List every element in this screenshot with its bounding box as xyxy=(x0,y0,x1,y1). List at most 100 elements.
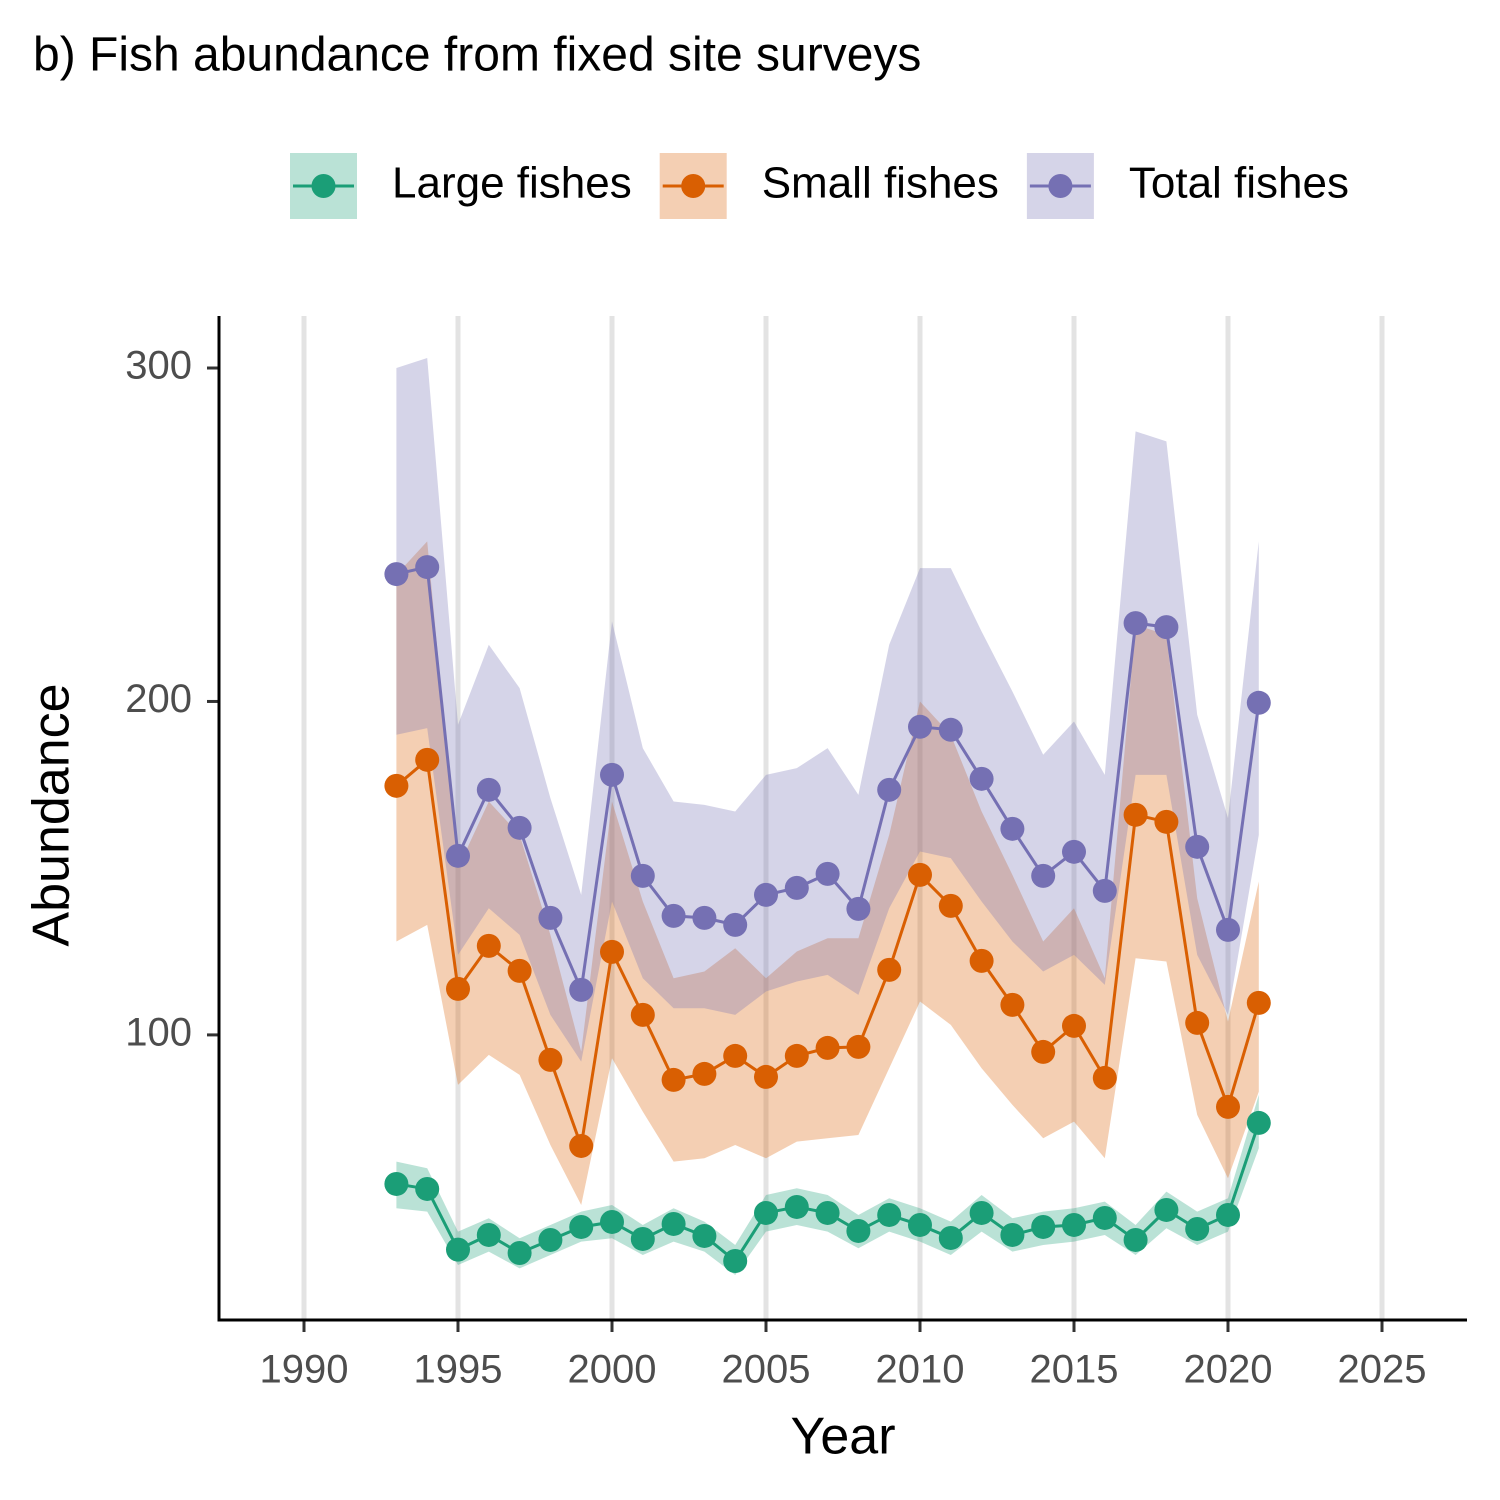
data-point xyxy=(1185,1010,1210,1035)
data-point xyxy=(907,714,932,739)
data-point xyxy=(877,1202,902,1227)
data-point xyxy=(476,1222,501,1247)
data-point xyxy=(507,815,532,840)
data-point xyxy=(938,1225,963,1250)
data-point xyxy=(877,957,902,982)
data-point xyxy=(415,555,440,580)
data-point xyxy=(1123,611,1148,636)
legend-label: Total fishes xyxy=(1129,159,1349,208)
data-point xyxy=(907,862,932,887)
legend-item: Small fishes xyxy=(659,153,999,219)
x-tick-label: 2000 xyxy=(568,1348,657,1392)
data-point xyxy=(1061,1013,1086,1038)
data-point xyxy=(846,1034,871,1059)
data-point xyxy=(754,1200,779,1225)
data-point xyxy=(754,882,779,907)
legend-label: Large fishes xyxy=(392,159,632,208)
data-point xyxy=(815,861,840,886)
data-point xyxy=(1000,992,1025,1017)
data-point xyxy=(1185,834,1210,859)
data-point xyxy=(1154,1197,1179,1222)
x-tick-label: 2015 xyxy=(1030,1348,1119,1392)
y-axis-label: Abundance xyxy=(23,683,81,946)
data-point xyxy=(938,893,963,918)
data-point xyxy=(1246,690,1271,715)
data-point xyxy=(723,1043,748,1068)
data-point xyxy=(1215,1094,1240,1119)
data-point xyxy=(600,762,625,787)
data-point xyxy=(1061,1212,1086,1237)
data-point xyxy=(1185,1216,1210,1241)
data-point xyxy=(846,1218,871,1243)
data-point xyxy=(815,1035,840,1060)
y-tick-label: 100 xyxy=(125,1010,192,1054)
data-point xyxy=(1092,1065,1117,1090)
data-point xyxy=(754,1064,779,1089)
data-point xyxy=(815,1200,840,1225)
legend-key-point xyxy=(681,174,706,198)
data-point xyxy=(630,1002,655,1027)
data-point xyxy=(446,1237,471,1262)
data-point xyxy=(1031,1214,1056,1239)
ribbon xyxy=(396,541,1259,1205)
legend-label: Small fishes xyxy=(762,159,999,208)
data-point xyxy=(384,562,409,587)
data-point xyxy=(1123,1227,1148,1252)
data-point xyxy=(661,1211,686,1236)
data-point xyxy=(784,1043,809,1068)
data-point xyxy=(1123,802,1148,827)
data-point xyxy=(538,905,563,930)
data-point xyxy=(692,1223,717,1248)
data-point xyxy=(1031,1039,1056,1064)
data-point xyxy=(600,939,625,964)
data-point xyxy=(415,747,440,772)
data-point xyxy=(1000,1222,1025,1247)
x-tick-label: 1995 xyxy=(414,1348,503,1392)
y-tick-label: 300 xyxy=(125,344,192,388)
data-point xyxy=(692,905,717,930)
data-point xyxy=(661,903,686,928)
legend-item: Large fishes xyxy=(290,153,632,219)
x-tick-label: 2005 xyxy=(722,1348,811,1392)
legend-item: Total fishes xyxy=(1026,153,1349,219)
data-point xyxy=(877,777,902,802)
data-point xyxy=(1000,816,1025,841)
data-point xyxy=(384,1171,409,1196)
data-point xyxy=(784,1194,809,1219)
x-axis-label: Year xyxy=(790,1408,895,1466)
data-point xyxy=(446,843,471,868)
data-point xyxy=(446,976,471,1001)
data-point xyxy=(507,958,532,983)
data-point xyxy=(569,1214,594,1239)
data-point xyxy=(1246,990,1271,1015)
x-tick-label: 2010 xyxy=(876,1348,965,1392)
data-point xyxy=(1154,809,1179,834)
data-point xyxy=(569,1133,594,1158)
data-point xyxy=(630,863,655,888)
chart-title: b) Fish abundance from fixed site survey… xyxy=(33,29,921,82)
data-point xyxy=(846,896,871,921)
data-point xyxy=(630,1226,655,1251)
data-point xyxy=(1215,1202,1240,1227)
y-tick-label: 200 xyxy=(125,677,192,721)
data-point xyxy=(538,1047,563,1072)
data-point xyxy=(723,1248,748,1273)
data-point xyxy=(415,1176,440,1201)
data-point xyxy=(1092,1205,1117,1230)
data-point xyxy=(969,1200,994,1225)
data-point xyxy=(476,777,501,802)
data-point xyxy=(384,773,409,798)
x-tick-label: 2025 xyxy=(1338,1348,1427,1392)
data-point xyxy=(569,977,594,1002)
x-tick-label: 1990 xyxy=(260,1348,349,1392)
data-point xyxy=(938,717,963,742)
data-point xyxy=(784,875,809,900)
legend-key-point xyxy=(311,174,336,198)
data-point xyxy=(1154,615,1179,640)
data-point xyxy=(692,1061,717,1086)
data-point xyxy=(1061,839,1086,864)
data-point xyxy=(538,1227,563,1252)
data-point xyxy=(661,1067,686,1092)
data-point xyxy=(969,766,994,791)
